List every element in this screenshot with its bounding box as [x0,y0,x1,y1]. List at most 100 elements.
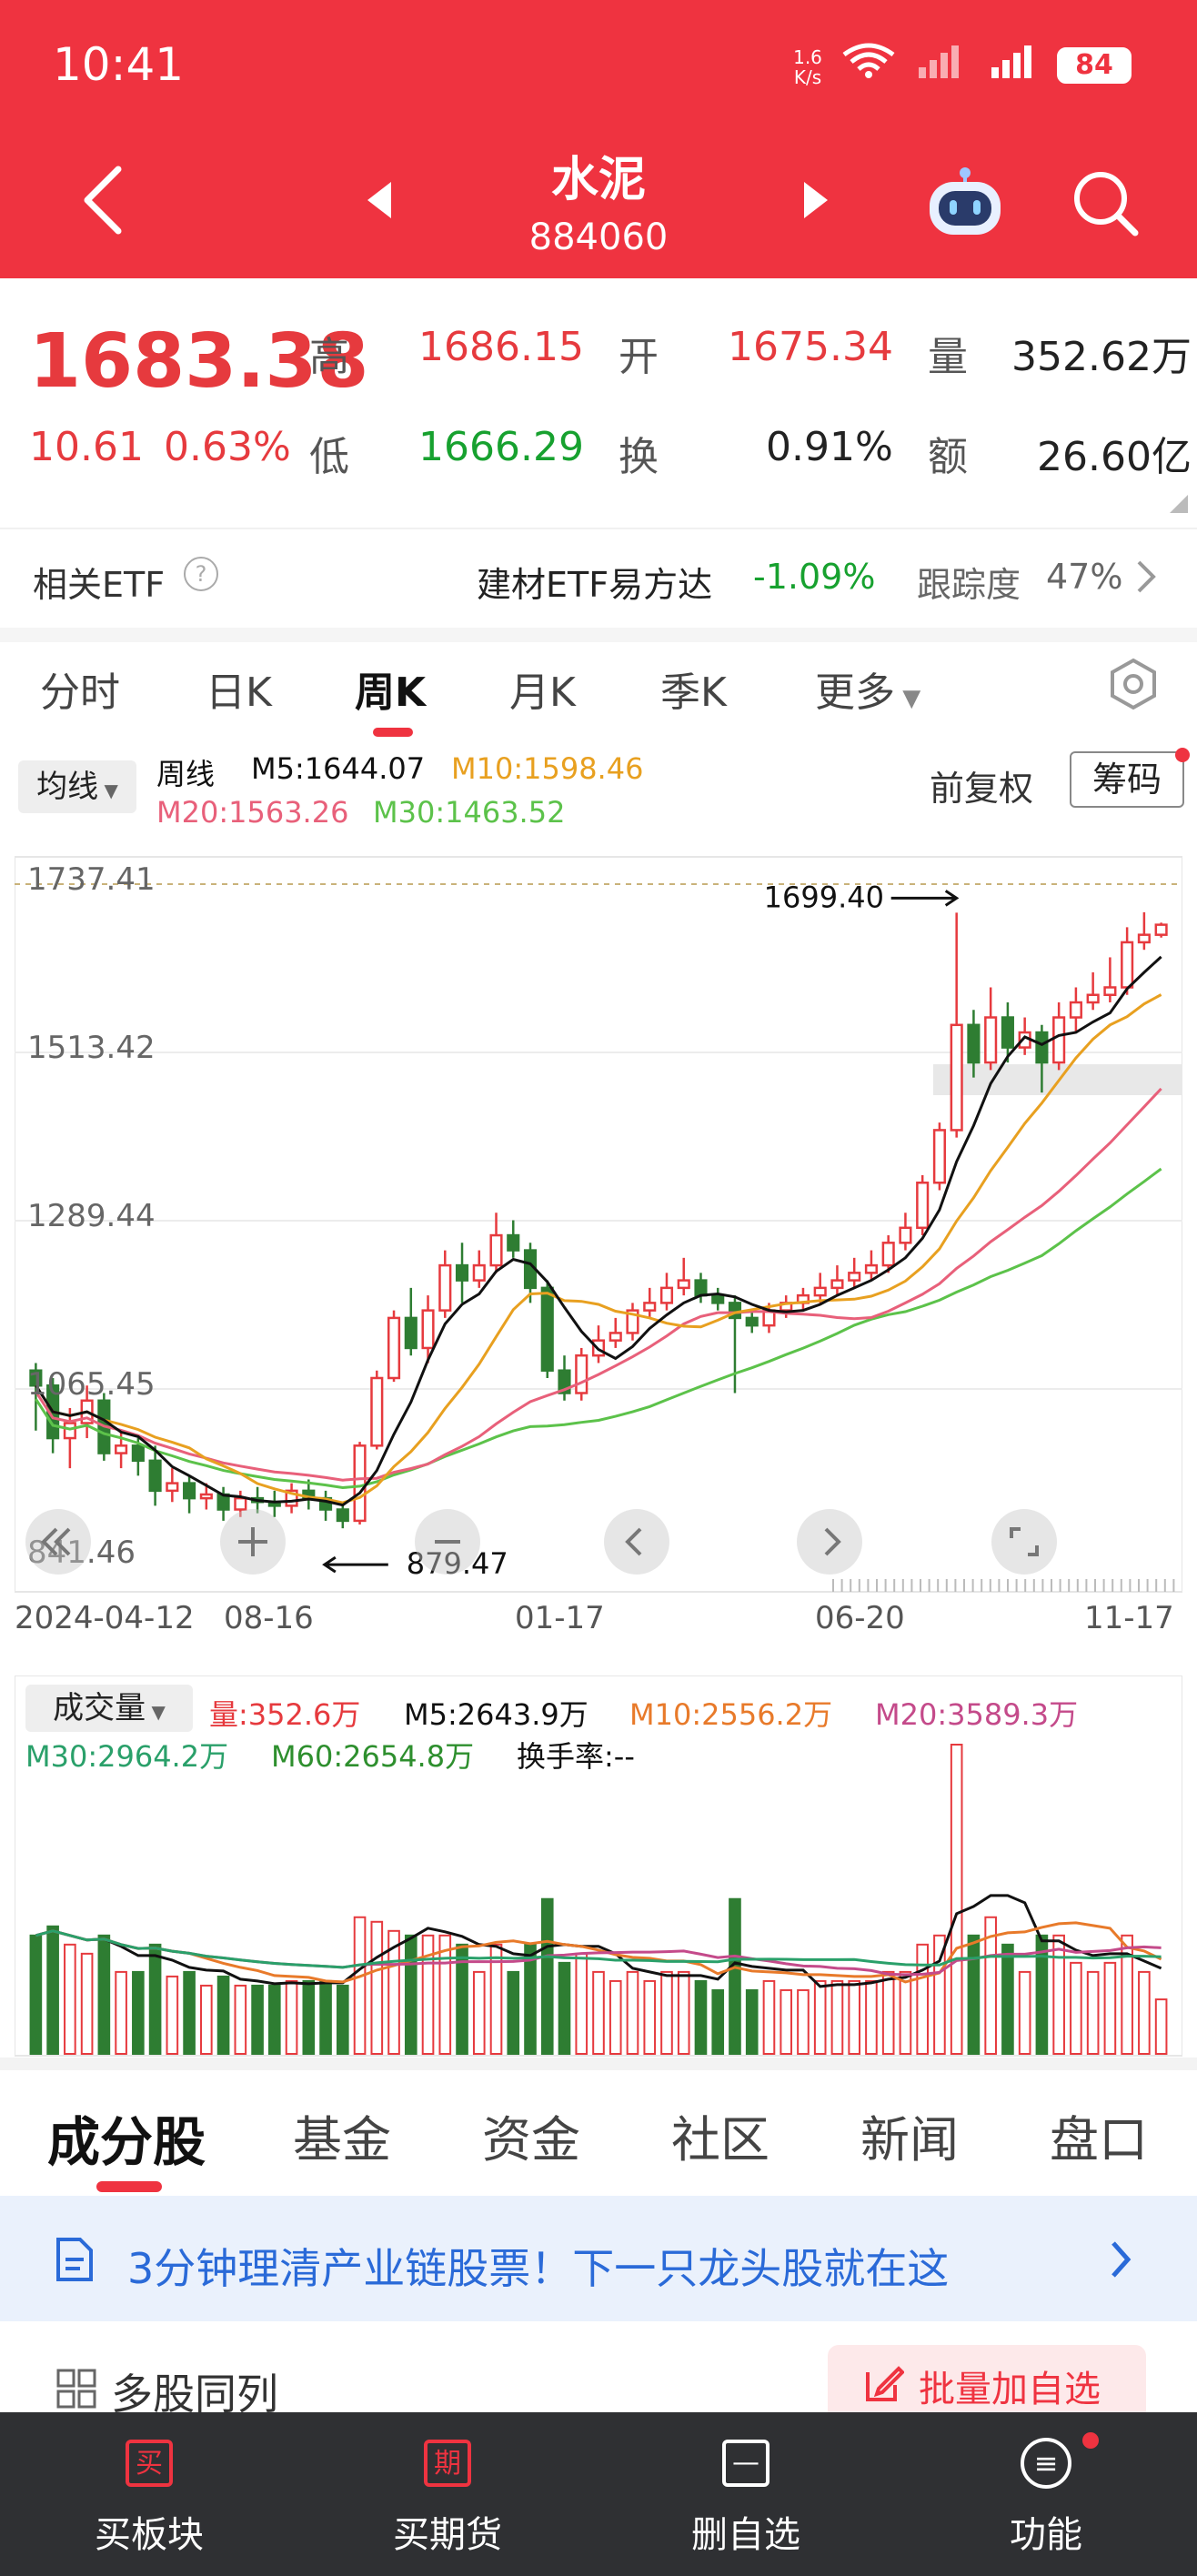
net-speed: 1.6 K/s [788,47,828,87]
nav-label: 买板块 [95,2514,204,2556]
tab-monthly[interactable]: 月K [509,669,576,716]
volume-bar [29,1934,43,2055]
y-tick-label: 1737.41 [27,861,156,898]
chips-button[interactable]: 筹码 [1070,751,1184,808]
nav-buy-sector[interactable]: 买 买板块 [58,2412,240,2576]
ma30-line [35,1167,1162,1490]
promo-banner[interactable]: 3分钟理清产业链股票！下一只龙头股就在这 [0,2196,1197,2321]
fullscreen-button[interactable] [991,1509,1057,1575]
volume-bar [830,1979,844,2055]
nav-functions[interactable]: ≡ 功能 [955,2412,1137,2576]
low-annotation: 879.47 [407,1546,508,1581]
x-tick-label: 06-20 [815,1600,905,1630]
candle [1121,941,1134,989]
volume-bar [626,1970,639,2056]
tab-community[interactable]: 社区 [671,2111,770,2168]
volume-bar [472,1970,486,2056]
tab-funds[interactable]: 基金 [293,2111,391,2168]
tab-intraday[interactable]: 分时 [40,669,120,716]
volume-bar [1070,1961,1082,2055]
signal-icon-1 [919,45,959,78]
price-change: 10.61 [29,424,144,470]
candle [131,1444,145,1463]
robot-assistant-icon[interactable] [924,164,1006,242]
volume-bar [1121,1934,1133,2055]
plus-icon [238,1527,267,1556]
tab-daily[interactable]: 日K [206,669,272,716]
volume-bar [148,1943,162,2056]
volume-bar [643,1979,657,2055]
adjust-mode[interactable]: 前复权 [930,769,1034,809]
tab-capital[interactable]: 资金 [482,2111,580,2168]
candle [626,1309,639,1334]
volume-bar [1086,1970,1100,2056]
expand-corner-icon[interactable] [1170,495,1190,515]
candle [609,1332,622,1342]
period-label: 周线 [156,757,216,791]
candle [370,1376,384,1447]
volume-bar [729,1897,741,2055]
next-index-icon[interactable] [800,180,831,220]
edit-icon [866,2366,904,2401]
volume-bar [489,1943,503,2056]
volume-bar [370,1920,384,2055]
batch-add-button[interactable]: 批量加自选 [828,2345,1146,2412]
volume-chart[interactable] [15,1675,1182,2058]
tab-constituents[interactable]: 成分股 [47,2111,206,2173]
tab-quarterly[interactable]: 季K [660,669,727,716]
volume-bar [183,1970,196,2056]
volume-label: 量 [928,334,968,380]
prev-index-icon[interactable] [364,180,395,220]
high-value: 1686.15 [418,324,584,370]
tab-weekly[interactable]: 周K [355,669,427,716]
scroll-right-button[interactable] [797,1509,862,1575]
tab-order-book[interactable]: 盘口 [1050,2111,1148,2168]
volume-bar [507,1970,520,2056]
volume-bar [438,1934,452,2055]
ma20-line [35,1087,1162,1482]
tab-news[interactable]: 新闻 [860,2111,959,2168]
ma-selector[interactable]: 均线 ▼ [18,760,136,813]
search-icon[interactable] [1071,169,1141,238]
volume-bar [46,1925,59,2055]
etf-change: -1.09% [753,557,876,597]
zoom-reduce-button[interactable] [415,1509,480,1575]
candle [507,1233,520,1252]
vol-m60: M60:2654.8万 [271,1739,475,1774]
tab-more-label: 更多 [815,669,895,716]
high-arrow [890,890,960,907]
related-etf-row[interactable]: 相关ETF ? 建材ETF易方达 -1.09% 跟踪度 47% [0,528,1197,642]
nav-label: 买期货 [393,2514,502,2556]
candle [489,1233,503,1267]
index-title: 水泥 [550,153,646,207]
x-tick-label: 2024-04-12 [15,1600,195,1630]
zoom-out-button[interactable] [25,1509,91,1575]
volume-bar [234,1984,247,2056]
zoom-in-button[interactable] [220,1509,286,1575]
candle [881,1242,895,1267]
multi-stock-compare[interactable]: 多股同列 [111,2370,278,2419]
volume-bar [80,1952,94,2055]
volume-bar [933,1934,946,2055]
volume-bar [1103,1961,1117,2055]
help-icon[interactable]: ? [184,557,218,591]
tab-more[interactable]: 更多 ▼ [815,659,920,718]
nav-remove-watchlist[interactable]: — 删自选 [655,2412,837,2576]
scroll-left-button[interactable] [604,1509,669,1575]
price-change-pct: 0.63% [164,424,291,470]
vol-m30: M30:2964.2万 [25,1739,229,1774]
vol-m10: M10:2556.2万 [629,1697,833,1732]
back-icon[interactable] [76,164,127,236]
nav-buy-futures[interactable]: 期 买期货 [357,2412,538,2576]
notification-dot [1175,748,1190,762]
volume-indicator-selector[interactable]: 成交量 ▼ [25,1685,193,1732]
candle [1001,1016,1014,1049]
candlestick-chart[interactable]: 1737.411513.421289.441065.45841.461699.4… [15,839,1182,1630]
wifi-icon [842,43,895,78]
candle [575,1353,588,1394]
candle [199,1493,213,1500]
volume-bar [575,1952,588,2055]
settings-hexagon-icon[interactable] [1106,657,1161,711]
volume-bar [848,1979,861,2055]
vol-m5: M5:2643.9万 [404,1697,588,1732]
